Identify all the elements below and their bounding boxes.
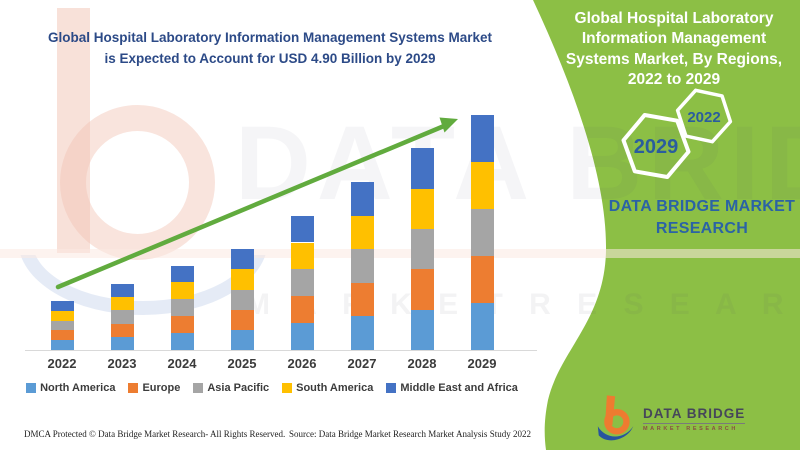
source-text: Source: Data Bridge Market Research Mark…: [289, 429, 531, 439]
legend-item: Asia Pacific: [193, 382, 269, 394]
dbmr-logo-text: DATA BRIDGE MARKET RESEARCH: [643, 406, 746, 432]
legend-label: South America: [296, 382, 374, 394]
logo-subtitle: MARKET RESEARCH: [643, 426, 738, 432]
bar-segment: [470, 302, 494, 350]
bar-segment: [170, 333, 194, 350]
x-axis-label: 2022: [47, 356, 77, 371]
bar-segment: [350, 249, 374, 283]
bar-segment: [290, 323, 314, 350]
x-axis-label: 2027: [347, 356, 377, 371]
chart-title-line2: is Expected to Account for USD 4.90 Bill…: [104, 50, 436, 66]
bar-segment: [170, 265, 194, 283]
bar-segment: [350, 316, 374, 350]
legend-label: Middle East and Africa: [400, 382, 518, 394]
bar-segment: [50, 330, 74, 341]
x-axis-label: 2025: [227, 356, 257, 371]
bar-segment: [350, 182, 374, 216]
bar-segment: [230, 329, 254, 350]
bar-segment: [470, 114, 494, 162]
bar-segment: [290, 242, 314, 270]
bar-segment: [110, 336, 134, 350]
bar-segment: [170, 299, 194, 317]
dbmr-logo-blue-swoosh: [597, 426, 634, 441]
bar-segment: [230, 289, 254, 310]
legend-item: North America: [26, 382, 115, 394]
legend-swatch: [193, 383, 204, 393]
bar-segment: [290, 296, 314, 324]
x-axis-label: 2024: [167, 356, 197, 371]
dbmr-logo-orange-bowl: [604, 409, 630, 435]
bar-segment: [110, 283, 134, 298]
legend-item: Europe: [128, 382, 180, 394]
bar-segment: [50, 320, 74, 331]
bar-segment: [50, 340, 74, 350]
x-axis-line: [25, 350, 537, 351]
bar-segment: [110, 323, 134, 337]
legend-swatch: [26, 383, 37, 393]
bar-segment: [470, 208, 494, 256]
bar-segment: [170, 316, 194, 334]
dmca-text: DMCA Protected © Data Bridge Market Rese…: [24, 429, 286, 439]
bar-segment: [410, 148, 434, 189]
bar-segment: [470, 161, 494, 209]
legend-label: Asia Pacific: [207, 382, 270, 394]
bar-segment: [170, 282, 194, 300]
brand-wordmark: DATA BRIDGE MARKET RESEARCH: [608, 198, 796, 238]
bar-segment: [410, 309, 434, 350]
bar-segment: [230, 249, 254, 270]
bar-segment: [290, 269, 314, 297]
legend-item: Middle East and Africa: [386, 382, 518, 394]
legend-item: South America: [282, 382, 373, 394]
bar-segment: [350, 215, 374, 250]
x-axis-label: 2026: [287, 356, 317, 371]
x-axis-label: 2029: [467, 356, 497, 371]
chart-legend: North America Europe Asia Pacific South Ame…: [8, 382, 536, 394]
chart-title-line1: Global Hospital Laboratory Information M…: [47, 30, 493, 45]
bar-segment: [470, 255, 494, 303]
legend-swatch: [282, 383, 293, 393]
x-axis-label: 2023: [107, 356, 137, 371]
dbmr-logo-icon: [597, 395, 634, 441]
bar-segment: [230, 269, 254, 290]
x-axis-label: 2028: [407, 356, 437, 371]
panel-title: Global Hospital Laboratory Information M…: [565, 10, 783, 89]
legend-swatch: [128, 383, 139, 393]
bar-segment: [110, 310, 134, 324]
bar-segment: [230, 309, 254, 330]
green-panel-path: [533, 0, 800, 450]
bar-segment: [410, 229, 434, 270]
watermark-letters-text: M A R K E T R E S E A R C H: [245, 288, 800, 321]
legend-label: North America: [40, 382, 116, 394]
bar-segment: [290, 215, 314, 243]
logo-title: DATA BRIDGE: [643, 406, 746, 424]
dbmr-logo: DATA BRIDGE MARKET RESEARCH: [596, 395, 746, 443]
legend-label: Europe: [142, 382, 181, 394]
legend-swatch: [386, 383, 397, 393]
bar-segment: [50, 310, 74, 321]
bar-segment: [110, 297, 134, 311]
bar-segment: [410, 269, 434, 310]
watermark-band: [0, 249, 800, 258]
bar-segment: [350, 282, 374, 317]
bar-segment: [50, 301, 74, 311]
bar-segment: [410, 188, 434, 230]
chart-title: Global Hospital Laboratory Information M…: [20, 28, 520, 70]
